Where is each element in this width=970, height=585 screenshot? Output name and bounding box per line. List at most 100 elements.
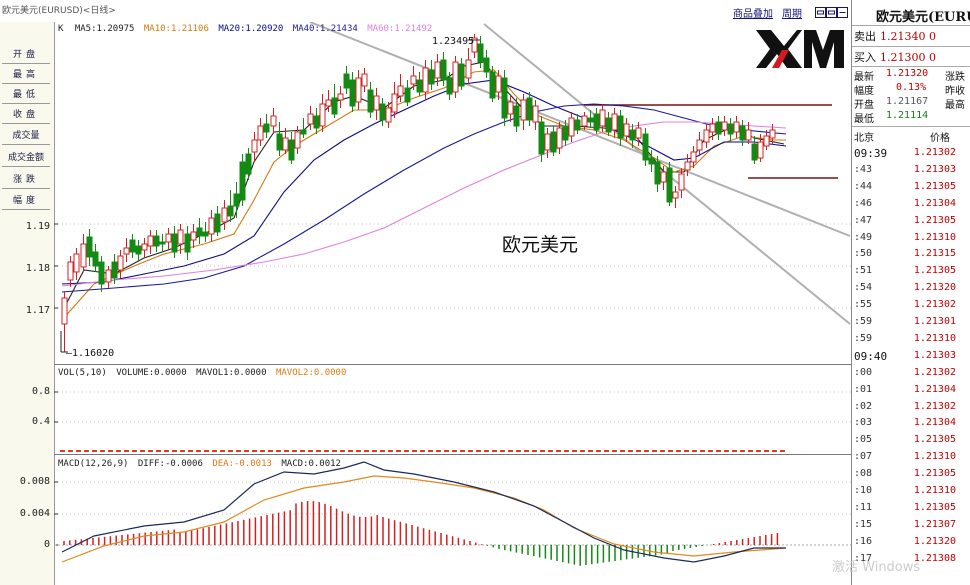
btn-open[interactable]: 开盘	[2, 44, 50, 64]
vol-legend-volume: VOLUME:0.0000	[116, 368, 187, 378]
tick-time: :54	[854, 282, 873, 294]
tick-price: 1.21310	[913, 451, 956, 463]
stat-label: 开盘	[854, 100, 874, 111]
overlay-symbol-link[interactable]: 商品叠加	[733, 9, 773, 20]
volume-legend: VOL(5,10) VOLUME:0.0000 MAVOL1:0.0000 MA…	[58, 368, 346, 378]
tick-price: 1.21304	[913, 383, 956, 395]
window-control-icons[interactable]	[815, 7, 848, 19]
btn-change[interactable]: 涨跌	[2, 169, 50, 189]
tick-row[interactable]: :44 1.21305	[854, 181, 970, 197]
btn-volume[interactable]: 成交量	[2, 125, 50, 145]
stat-row-low: 最低 1.21114	[854, 110, 970, 125]
tick-price: 1.21302	[913, 400, 956, 412]
btn-close[interactable]: 收盘	[2, 104, 50, 124]
sell-label: 卖出	[854, 30, 876, 43]
tick-price: 1.21305	[913, 214, 956, 226]
macd-dea-line	[61, 475, 787, 563]
macd-legend: MACD(12,26,9) DIFF:-0.0006 DEA:-0.0013 M…	[58, 459, 341, 469]
stat-value: 0.13%	[896, 82, 927, 93]
support-resistance-lines[interactable]	[584, 104, 838, 179]
tick-price-header: 价格	[930, 133, 950, 144]
tick-row[interactable]: :16 1.21320	[854, 536, 970, 552]
tick-row[interactable]: :49 1.21310	[854, 232, 970, 248]
tick-price: 1.21310	[913, 485, 956, 496]
macd-legend-prefix: MACD(12,26,9)	[58, 459, 129, 469]
stat-label: 最新	[854, 72, 874, 83]
tick-row[interactable]: :03 1.21304	[854, 417, 970, 433]
stat-row-open: 开盘 1.21167 最高	[854, 96, 970, 111]
tick-time: :47	[854, 214, 873, 226]
tick-time: 09:40	[854, 349, 888, 363]
tick-row[interactable]: :02 1.21302	[854, 401, 970, 417]
macd-legend-diff: DIFF:-0.0006	[137, 459, 203, 469]
tick-row[interactable]: :59 1.21310	[854, 333, 970, 349]
tick-row[interactable]: :59 1.21301	[854, 316, 970, 332]
tick-time: :02	[854, 400, 873, 412]
tick-row[interactable]: :05 1.21305	[854, 434, 970, 450]
tick-price: 1.21310	[913, 332, 956, 344]
tick-price: 1.21320	[913, 282, 956, 294]
tick-row[interactable]: 09:40 1.21303	[854, 350, 970, 366]
tick-row[interactable]: :01 1.21304	[854, 384, 970, 400]
tick-price: 1.21320	[913, 535, 956, 547]
tick-price: 1.21301	[913, 316, 956, 327]
low-price-label: —1.16020	[66, 348, 115, 359]
tick-time: :44	[854, 180, 873, 192]
tick-row[interactable]: :10 1.21310	[854, 485, 970, 501]
tick-price: 1.21308	[913, 552, 956, 564]
window-controls[interactable]	[815, 4, 848, 19]
stat-row-pct: 幅度 0.13% 昨收	[854, 82, 970, 97]
tick-price: 1.21303	[913, 349, 956, 361]
tick-row[interactable]: :50 1.21315	[854, 248, 970, 264]
quote-panel: 欧元美元(EURUSD) 卖出 1.21340 0 买入 1.21300 0 最新 …	[851, 0, 970, 585]
btn-high[interactable]: 最高	[2, 64, 50, 84]
buy-value: 1.21300 0	[880, 51, 936, 64]
btn-pct[interactable]: 幅度	[2, 190, 50, 210]
tick-row[interactable]: :08 1.21305	[854, 468, 970, 484]
btn-low[interactable]: 最低	[2, 84, 50, 104]
tick-time: :17	[854, 552, 873, 564]
macd-y-tick-2: 0.004	[19, 508, 50, 519]
tick-time: :08	[854, 468, 873, 480]
macd-y-tick-3: 0	[43, 539, 50, 550]
tick-time: :49	[854, 231, 873, 243]
xm-logo-graphic	[756, 30, 844, 68]
btn-amount[interactable]: 成交金额	[2, 147, 50, 167]
tick-price: 1.21305	[913, 265, 956, 277]
y-tick-2: 1.18	[25, 263, 50, 274]
legend-ma10: MA10:1.21106	[143, 24, 209, 34]
tick-row[interactable]: :46 1.21304	[854, 198, 970, 214]
tick-row[interactable]: 09:39 1.21302	[854, 147, 970, 163]
macd-histogram	[63, 501, 779, 566]
tick-row[interactable]: :17 1.21308	[854, 553, 970, 569]
chart-canvas[interactable]	[54, 22, 851, 585]
tick-row[interactable]: :55 1.21302	[854, 299, 970, 315]
tick-time: :43	[854, 163, 873, 175]
tick-price: 1.21305	[913, 468, 956, 480]
tick-row[interactable]: :54 1.21320	[854, 282, 970, 298]
quote-title: 欧元美元(EURUSD)	[876, 10, 970, 25]
tick-time: :00	[854, 366, 873, 378]
tick-time: :05	[854, 434, 873, 446]
vol-legend-mavol1: MAVOL1:0.0000	[196, 368, 267, 378]
tick-row[interactable]: :47 1.21305	[854, 215, 970, 231]
macd-legend-macd: MACD:0.0012	[281, 459, 341, 469]
top-bar: 欧元美元(EURUSD)<日线> 商品叠加 周期	[0, 0, 850, 22]
tick-header: 北京 价格	[854, 129, 970, 144]
stat-label-2: 昨收	[945, 86, 965, 97]
tick-time: :46	[854, 197, 873, 209]
period-link[interactable]: 周期	[782, 9, 802, 20]
stat-value: 1.21320	[886, 68, 929, 79]
tick-time: :03	[854, 417, 873, 429]
stat-value: 1.21167	[886, 96, 929, 107]
tick-row[interactable]: :51 1.21305	[854, 265, 970, 281]
tick-row[interactable]: :00 1.21302	[854, 367, 970, 383]
tick-row[interactable]: :11 1.21305	[854, 502, 970, 518]
main-legend: K MA5:1.20975 MA10:1.21106 MA20:1.20920 …	[58, 24, 432, 34]
macd-legend-dea: DEA:-0.0013	[212, 459, 272, 469]
sell-row: 卖出 1.21340 0	[854, 28, 936, 44]
tick-row[interactable]: :07 1.21310	[854, 451, 970, 467]
candlestick-series	[61, 34, 776, 352]
tick-row[interactable]: :43 1.21303	[854, 164, 970, 180]
tick-row[interactable]: :15 1.21307	[854, 519, 970, 535]
